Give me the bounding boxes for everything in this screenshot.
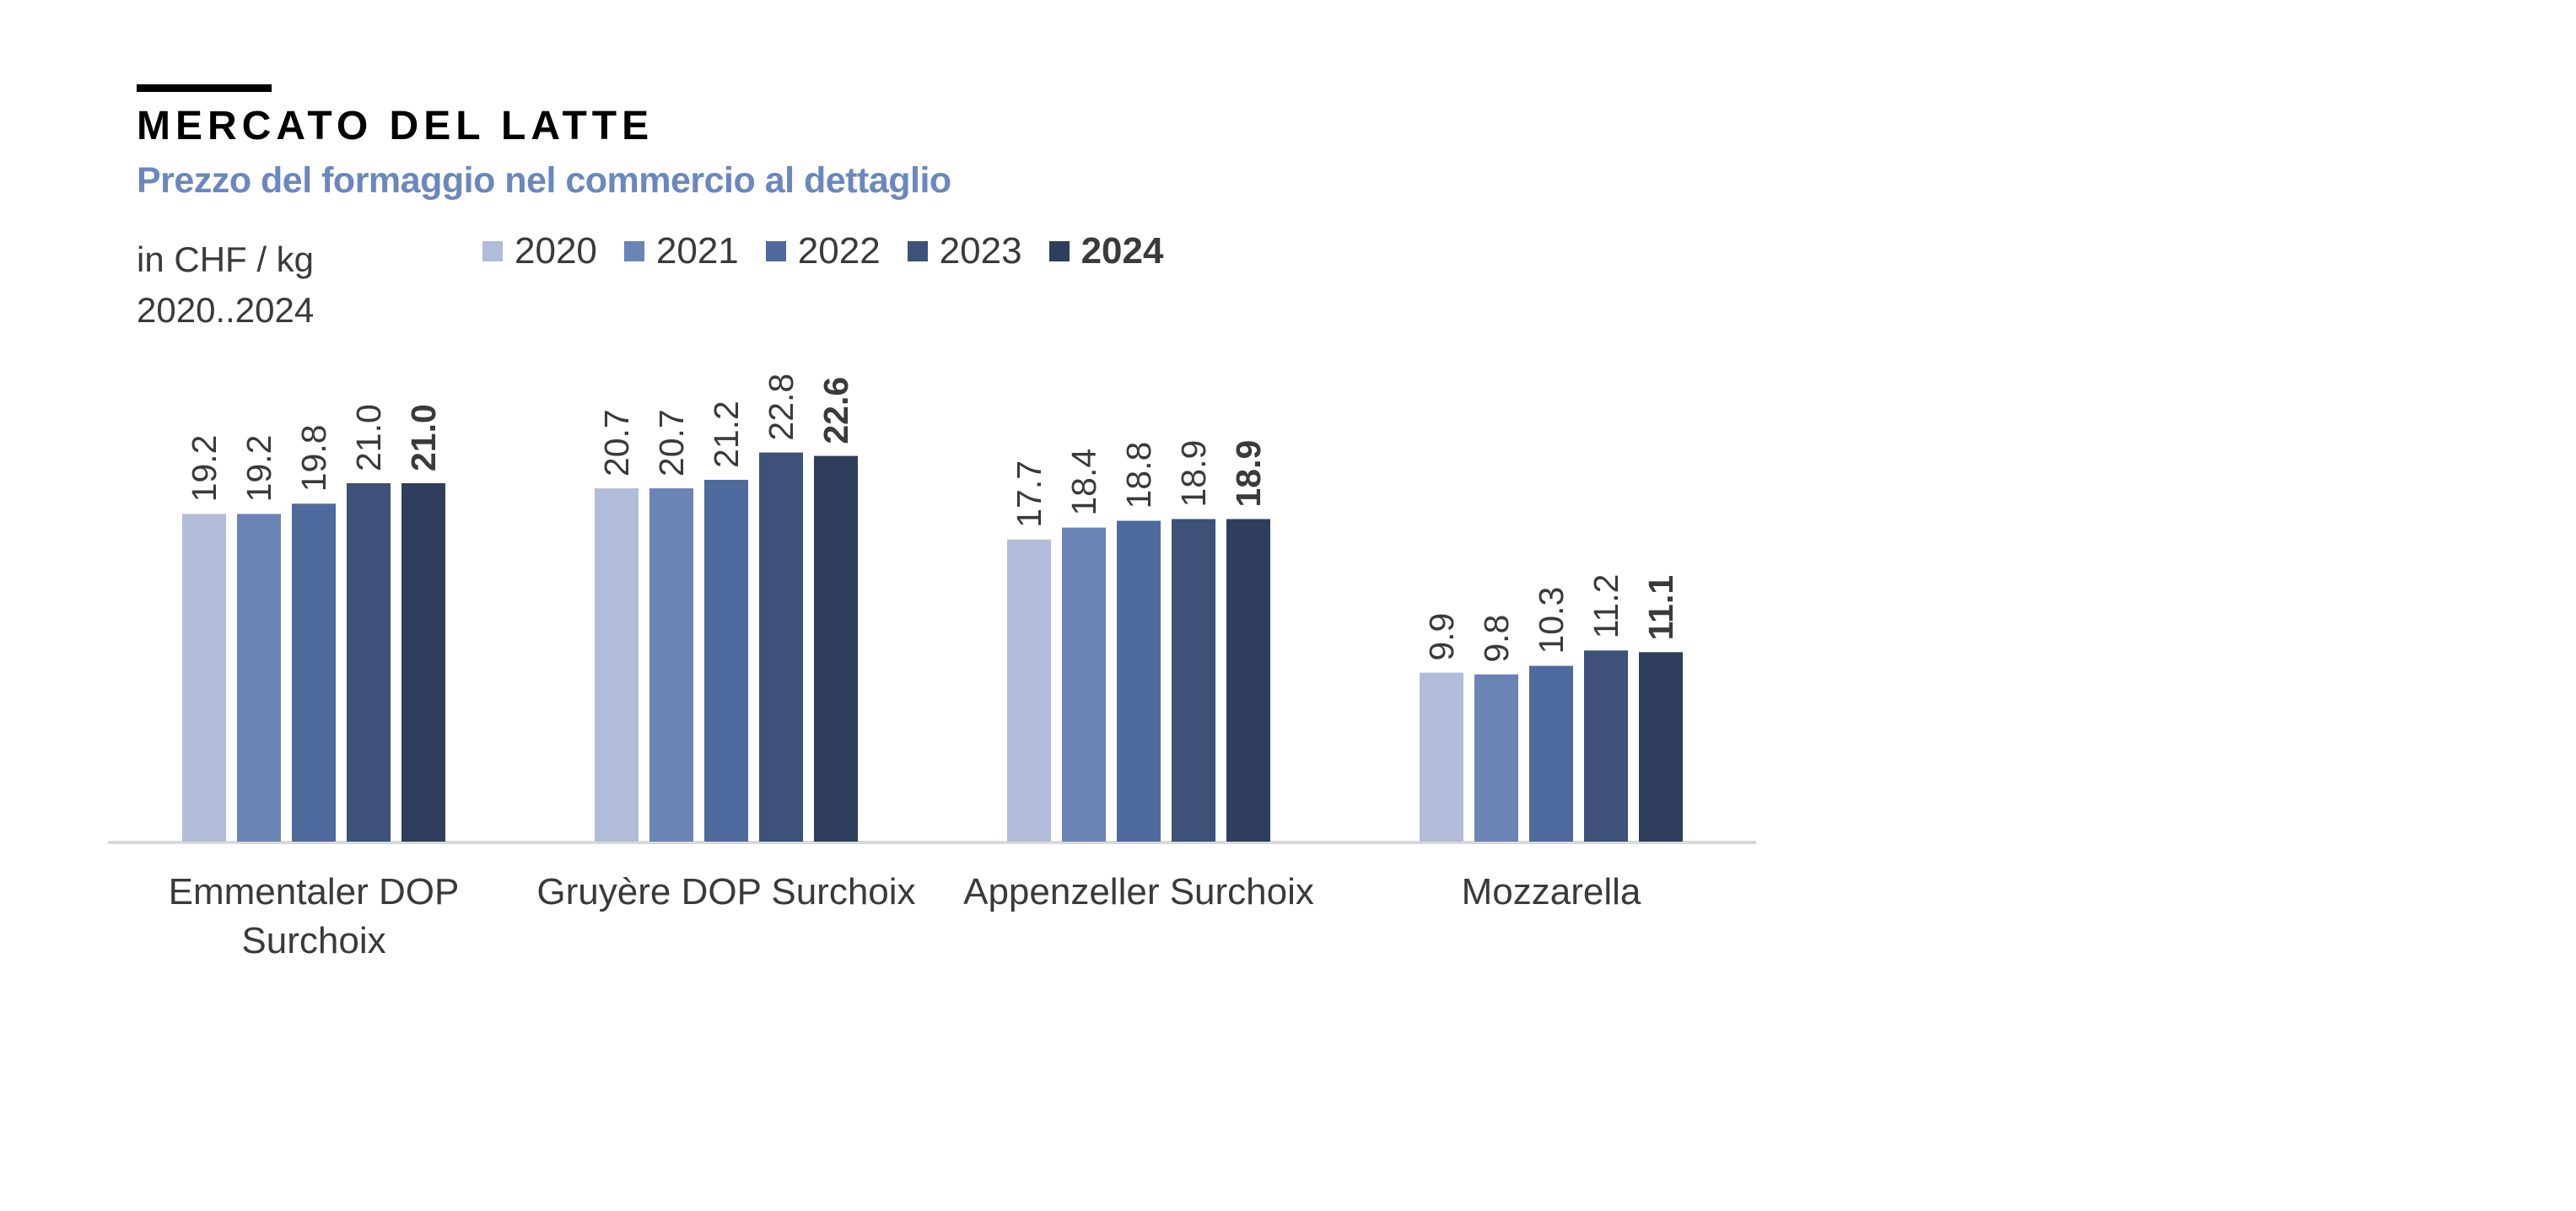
bar-2022-2 [1117,520,1161,842]
bar-2021-2 [1062,527,1106,842]
legend-swatch-2020 [482,241,503,261]
data-label-2024-1: 22.6 [816,377,855,444]
bar-2022-0 [292,503,336,842]
data-label-2022-0: 19.8 [294,424,333,492]
bar-2022-3 [1529,665,1573,842]
legend-swatch-2023 [907,241,928,261]
bar-2024-2 [1226,519,1270,842]
legend-item-2020: 2020 [482,230,597,272]
data-label-2022-2: 18.8 [1119,442,1158,509]
unit-line-1: in CHF / kg [137,240,315,279]
data-label-2023-1: 22.8 [762,374,800,441]
legend-item-2024: 2024 [1048,230,1164,272]
data-label-2024-0: 21.0 [404,404,443,471]
legend-item-2021: 2021 [623,230,739,272]
data-label-2021-1: 20.7 [652,409,691,476]
data-label-2021-3: 9.8 [1477,615,1516,663]
data-label-2020-3: 9.9 [1422,613,1461,661]
unit-label: in CHF / kg 2020..2024 [137,234,314,336]
legend-label-2023: 2023 [939,230,1022,272]
legend-swatch-2022 [765,241,786,261]
bar-2020-1 [595,488,639,842]
legend-label-2021: 2021 [655,230,739,272]
chart-legend: 2020 2021 2022 2023 2024 [482,230,1190,272]
category-label-0: Emmentaler DOP Surchoix [169,871,460,961]
data-label-2022-1: 21.2 [707,401,746,468]
unit-line-2: 2020..2024 [137,290,315,330]
data-label-2020-2: 17.7 [1010,460,1048,528]
data-label-2024-2: 18.9 [1229,440,1268,508]
bar-2023-3 [1584,650,1628,842]
legend-label-2020: 2020 [515,230,597,272]
bar-2020-3 [1420,672,1463,842]
data-label-2023-0: 21.0 [349,404,388,471]
data-label-2020-1: 20.7 [597,409,636,476]
data-label-2022-3: 10.3 [1532,587,1571,654]
bar-2023-2 [1172,519,1215,842]
legend-swatch-2021 [623,241,644,261]
bar-2021-3 [1474,674,1518,842]
data-label-2020-0: 19.2 [185,435,224,503]
bar-2024-0 [401,483,445,842]
bar-2021-0 [237,514,281,842]
chart-subtitle: Prezzo del formaggio nel commercio al de… [137,160,951,201]
bar-2024-1 [814,455,858,842]
legend-item-2023: 2023 [907,230,1022,272]
bar-2024-3 [1639,652,1683,842]
bar-2020-2 [1007,539,1051,842]
chart-title: MERCATO DEL LATTE [137,104,655,148]
bar-2021-1 [649,488,693,842]
data-label-2021-0: 19.2 [240,435,278,503]
category-label-2: Appenzeller Surchoix [963,871,1314,912]
bar-2020-0 [182,514,226,842]
legend-swatch-2024 [1048,241,1070,261]
data-label-2023-3: 11.2 [1587,574,1625,639]
data-label-2024-3: 11.1 [1641,575,1680,641]
legend-label-2022: 2022 [797,230,881,272]
bar-2023-0 [347,483,391,842]
data-label-2023-2: 18.9 [1174,440,1213,508]
bar-2022-1 [704,479,748,842]
data-label-2021-2: 18.4 [1064,449,1103,516]
title-accent-bar [137,84,272,92]
legend-label-2024: 2024 [1081,230,1164,272]
bar-2023-1 [759,452,803,842]
category-label-3: Mozzarella [1462,871,1641,912]
category-label-1: Gruyère DOP Surchoix [536,871,915,912]
legend-item-2022: 2022 [765,230,881,272]
